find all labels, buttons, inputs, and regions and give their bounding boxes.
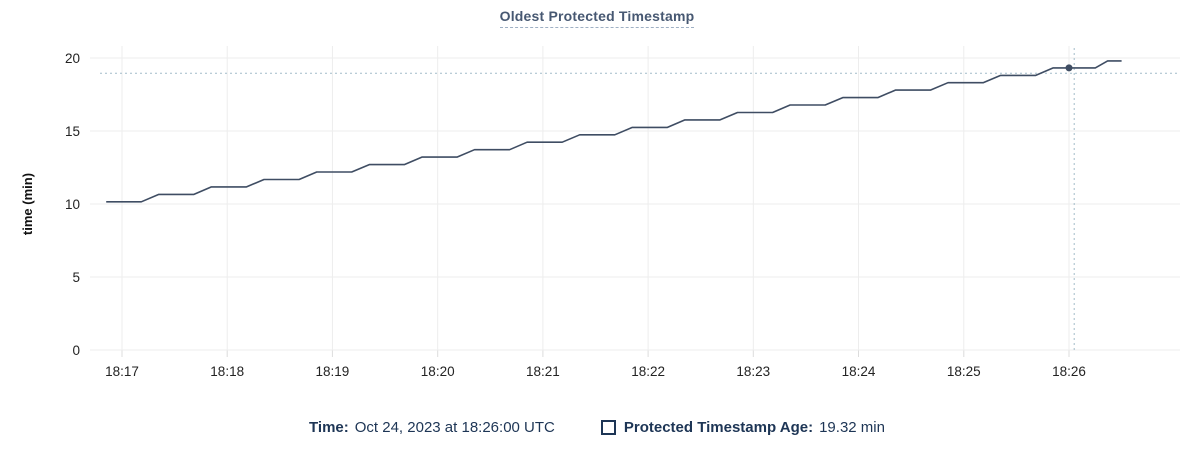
- x-tick-label: 18:23: [736, 364, 770, 379]
- y-tick-label: 10: [65, 197, 80, 212]
- x-tick-label: 18:26: [1052, 364, 1086, 379]
- legend-time-label: Time:: [309, 419, 349, 436]
- legend-series-label: Protected Timestamp Age:: [623, 419, 814, 436]
- chart-title[interactable]: Oldest Protected Timestamp: [499, 8, 695, 28]
- y-tick-label: 15: [65, 124, 80, 139]
- x-tick-label: 18:18: [210, 364, 244, 379]
- x-tick-label: 18:20: [421, 364, 455, 379]
- series-checkbox-icon[interactable]: [600, 420, 616, 435]
- y-axis-label: time (min): [20, 173, 35, 235]
- x-tick-label: 18:24: [842, 364, 876, 379]
- legend-series-value: 19.32 min: [819, 419, 885, 436]
- x-tick-label: 18:25: [947, 364, 981, 379]
- x-tick-label: 18:19: [316, 364, 350, 379]
- y-tick-label: 5: [72, 270, 80, 285]
- hover-point: [1065, 64, 1073, 72]
- legend-series: Protected Timestamp Age: 19.32 min: [600, 419, 885, 436]
- x-tick-label: 18:21: [526, 364, 560, 379]
- hover-legend: Time: Oct 24, 2023 at 18:26:00 UTC Prote…: [0, 419, 1194, 436]
- x-tick-label: 18:22: [631, 364, 665, 379]
- y-tick-label: 0: [72, 343, 80, 358]
- y-tick-label: 20: [65, 51, 80, 66]
- legend-time: Time: Oct 24, 2023 at 18:26:00 UTC: [309, 419, 555, 436]
- series-line: [106, 60, 1122, 203]
- line-chart-svg[interactable]: 18:17 18:18 18:19 18:20 18:21 18:22 18:23 18:24…: [0, 0, 1194, 400]
- x-tick-label: 18:17: [105, 364, 139, 379]
- chart-title-row: Oldest Protected Timestamp: [0, 8, 1194, 28]
- legend-time-value: Oct 24, 2023 at 18:26:00 UTC: [354, 419, 555, 436]
